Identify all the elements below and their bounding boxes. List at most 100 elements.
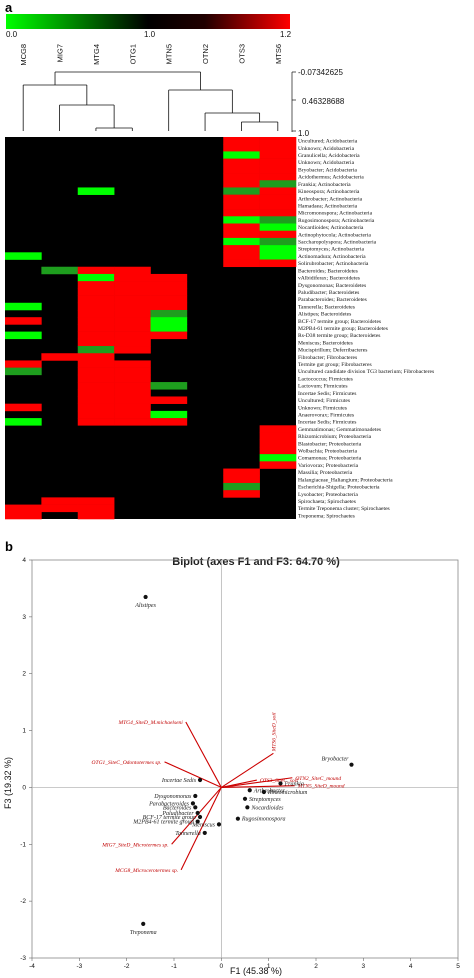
heatmap-cell	[77, 187, 115, 195]
row-label: Tannerella; Bacteroidetes	[298, 304, 355, 310]
heatmap-cell	[259, 209, 297, 217]
observation-point	[190, 801, 196, 806]
heatmap-cell	[5, 331, 42, 340]
heatmap-cell	[77, 396, 115, 404]
observation-point	[216, 822, 222, 827]
heatmap-cell	[259, 194, 297, 203]
observation-point	[278, 781, 283, 786]
dendro-tick-2: 0.46328688	[302, 97, 345, 106]
heatmap-cell	[114, 331, 151, 340]
heatmap-cell	[259, 439, 297, 448]
dendro-tick-1: -0.07342625	[298, 68, 343, 77]
row-label: vAlbidiferax; Bacteroidetes	[298, 275, 360, 282]
heatmap-cell	[223, 216, 260, 224]
point-label: Bacteroides	[163, 805, 192, 811]
heatmap-cell	[223, 187, 260, 195]
row-label: Escherichia-Shigella; Proteobacteria	[298, 485, 380, 491]
observation-point	[195, 819, 200, 824]
y-tick-label: 4	[22, 557, 26, 564]
heatmap-cell	[5, 317, 42, 325]
observation-point	[197, 777, 203, 783]
heatmap-cell	[114, 295, 151, 304]
heatmap-cell	[77, 266, 115, 275]
row-label: Bacteroides; Bacteroidetes	[298, 268, 358, 274]
row-label: Unknown; Acidobacteria	[298, 160, 355, 166]
heatmap-cell	[259, 144, 297, 152]
heatmap-cell	[77, 382, 115, 390]
point-label: Treponema	[130, 930, 157, 936]
y-tick-label: -2	[20, 898, 26, 905]
heatmap-cell	[223, 144, 260, 152]
sample-labels: MCG8 MIG7 MTG4 OTG1 MTN5 OTN2 OTS3 MTS6	[19, 44, 283, 66]
vector-label: MCG8_Microcerotermes sp.	[114, 868, 178, 874]
heatmap-cell	[150, 382, 188, 390]
heatmap-cell	[114, 281, 151, 289]
heatmap-cell	[5, 418, 42, 426]
heatmap-cell	[150, 331, 188, 340]
observation-point	[247, 788, 252, 793]
heatmap-cell	[223, 165, 260, 174]
observation-point	[197, 814, 203, 820]
heatmap-cell	[223, 230, 260, 239]
heatmap-cell	[223, 137, 260, 145]
heatmap-cell	[223, 223, 260, 231]
heatmap-cell	[114, 324, 151, 332]
point-label: Alistipes	[134, 603, 156, 609]
point-label: Dysgonomonas	[153, 794, 192, 800]
color-scale-bar	[6, 14, 290, 29]
heatmap-cell	[259, 173, 297, 181]
heatmap-cell	[223, 259, 260, 268]
heatmap-cell	[223, 475, 260, 484]
row-label: Uncultured candidate division TG3 bacter…	[298, 369, 434, 375]
heatmap-cell	[5, 403, 42, 412]
point-label: Rugosimonospora	[241, 817, 286, 823]
point-label: Streptomyces	[249, 797, 281, 803]
heatmap-cell	[114, 382, 151, 390]
row-label: Bryobacter; Acidobacteria	[298, 167, 357, 173]
sample-label: MTG4	[92, 44, 101, 65]
vector-label: OTN2_SiteC_mound	[295, 776, 341, 782]
heatmap-cell	[114, 396, 151, 404]
point-label: Nocardioides	[250, 805, 284, 811]
row-label: Paludibacter; Bacteroidetes	[298, 290, 359, 296]
row-label: Comamonas; Proteobacteria	[298, 456, 362, 462]
heatmap-cell	[114, 346, 151, 354]
heatmap-cell	[259, 201, 297, 210]
heatmap-cell	[77, 317, 115, 325]
sample-label: OTS3	[237, 44, 246, 64]
heatmap-cell	[259, 180, 297, 188]
sample-label: MIG7	[56, 44, 65, 62]
heatmap-cell	[223, 245, 260, 253]
y-tick-label: -3	[20, 955, 26, 962]
row-label: Variovorax; Proteobacteria	[298, 463, 359, 469]
heatmap-cell	[259, 446, 297, 455]
heatmap-cell	[77, 389, 115, 397]
observation-point	[242, 796, 248, 801]
heatmap-cell	[77, 288, 115, 296]
heatmap-cell	[259, 259, 297, 268]
point-label: Tannerella	[175, 831, 201, 837]
y-tick-label: 2	[22, 671, 26, 678]
heatmap-cell	[223, 209, 260, 217]
row-label: Acidothermus; Acidobacteria	[298, 175, 364, 181]
sample-label: OTG1	[128, 44, 137, 64]
heatmap-cell	[77, 353, 115, 361]
row-label: Incertae Sedis; Firmicutes	[298, 420, 356, 426]
heatmap-cell	[114, 389, 151, 397]
x-axis-label: F1 (45.38 %)	[230, 966, 282, 976]
heatmap-cell	[114, 367, 151, 376]
row-label: M2PB4-61 termite group; Bacteroidetes	[298, 326, 388, 332]
observation-point	[202, 830, 207, 836]
heatmap-cell	[114, 360, 151, 368]
heatmap-cell	[77, 324, 115, 332]
heatmap-cell	[223, 158, 260, 167]
observation-point	[141, 921, 146, 926]
point-label: M2PB4-61 termite group	[132, 819, 193, 826]
observation-point	[143, 594, 148, 600]
heatmap-cell	[114, 302, 151, 311]
heatmap-cell	[114, 309, 151, 318]
row-label: Rs-D38 termite group; Bacteroidetes	[298, 333, 381, 339]
row-label: Wolbachia; Proteobacteria	[298, 449, 358, 455]
heatmap-cell	[114, 266, 151, 275]
